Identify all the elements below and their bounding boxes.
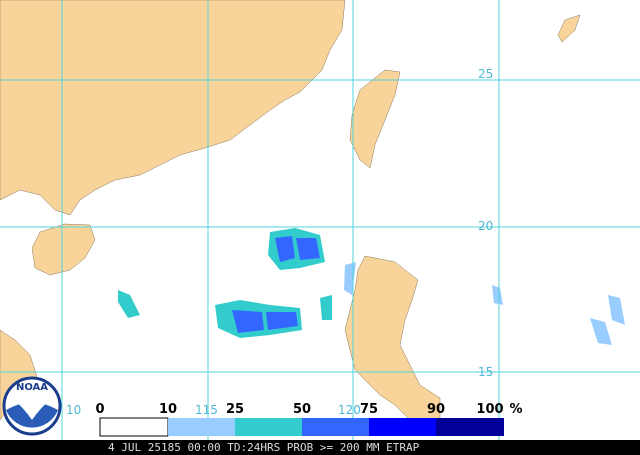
lon-label: 115 [195, 403, 218, 417]
lat-label: 25 [478, 67, 493, 81]
legend-unit: % [509, 402, 522, 417]
legend-swatch [436, 418, 504, 436]
legend-label: 0 [95, 402, 104, 417]
rain-probability [118, 228, 625, 345]
lat-label: 20 [478, 219, 493, 233]
lat-label: 15 [478, 365, 493, 379]
legend: 0 10 25 50 75 90 100 % [95, 402, 523, 437]
legend-label: 90 [427, 402, 445, 417]
legend-label: 50 [293, 402, 311, 417]
footer-bar [0, 440, 640, 455]
logo-text: NOAA [16, 382, 48, 393]
lon-label: 120 [338, 403, 361, 417]
legend-label: 10 [159, 402, 177, 417]
lon-label: 10 [66, 403, 81, 417]
legend-swatch [168, 418, 235, 436]
legend-label: 100 [476, 402, 503, 417]
legend-swatch [235, 418, 302, 436]
footer-text: 4 JUL 25185 00:00 TD:24HRS PROB >= 200 M… [108, 441, 420, 454]
noaa-logo: NOAA [2, 376, 62, 436]
legend-swatch [369, 418, 436, 436]
legend-swatch [99, 417, 169, 437]
legend-swatch [302, 418, 369, 436]
legend-label: 25 [226, 402, 244, 417]
legend-label: 75 [360, 402, 378, 417]
